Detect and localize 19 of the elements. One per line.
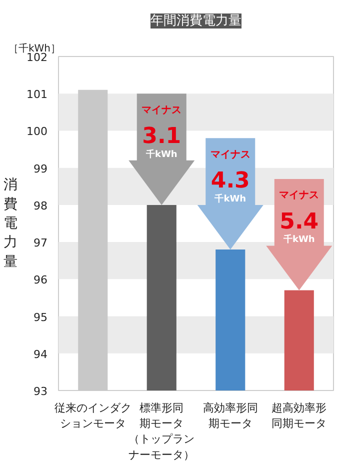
- y-tick-label: 100: [26, 125, 48, 138]
- annotation: マイナス 5.4 千kWh: [279, 190, 320, 246]
- y-tick-label: 99: [34, 162, 48, 176]
- y-tick-label: 97: [34, 236, 48, 250]
- chart-title: 年間消費電力量: [150, 14, 242, 28]
- x-tick-label: 高効率形同期モータ: [202, 402, 258, 430]
- annotation: マイナス 4.3 千kWh: [210, 149, 250, 204]
- y-tick-label: 101: [26, 88, 48, 102]
- y-tick-label: 95: [34, 310, 48, 324]
- y-tick-label: 102: [26, 51, 48, 64]
- y-axis-title: 消費電力量: [4, 177, 18, 270]
- x-tick-label: 従来のインダクションモータ: [54, 402, 132, 430]
- y-tick-label: 98: [34, 199, 48, 212]
- y-tick-label: 93: [34, 385, 48, 398]
- x-tick-label: 標準形同期モータ（トップランナーモータ）: [128, 402, 195, 462]
- y-tick-label: 96: [34, 274, 48, 287]
- x-tick-label: 超高効率形同期モータ: [272, 402, 327, 430]
- annotation: マイナス 3.1 千kWh: [142, 104, 182, 160]
- y-tick-label: 94: [34, 348, 48, 361]
